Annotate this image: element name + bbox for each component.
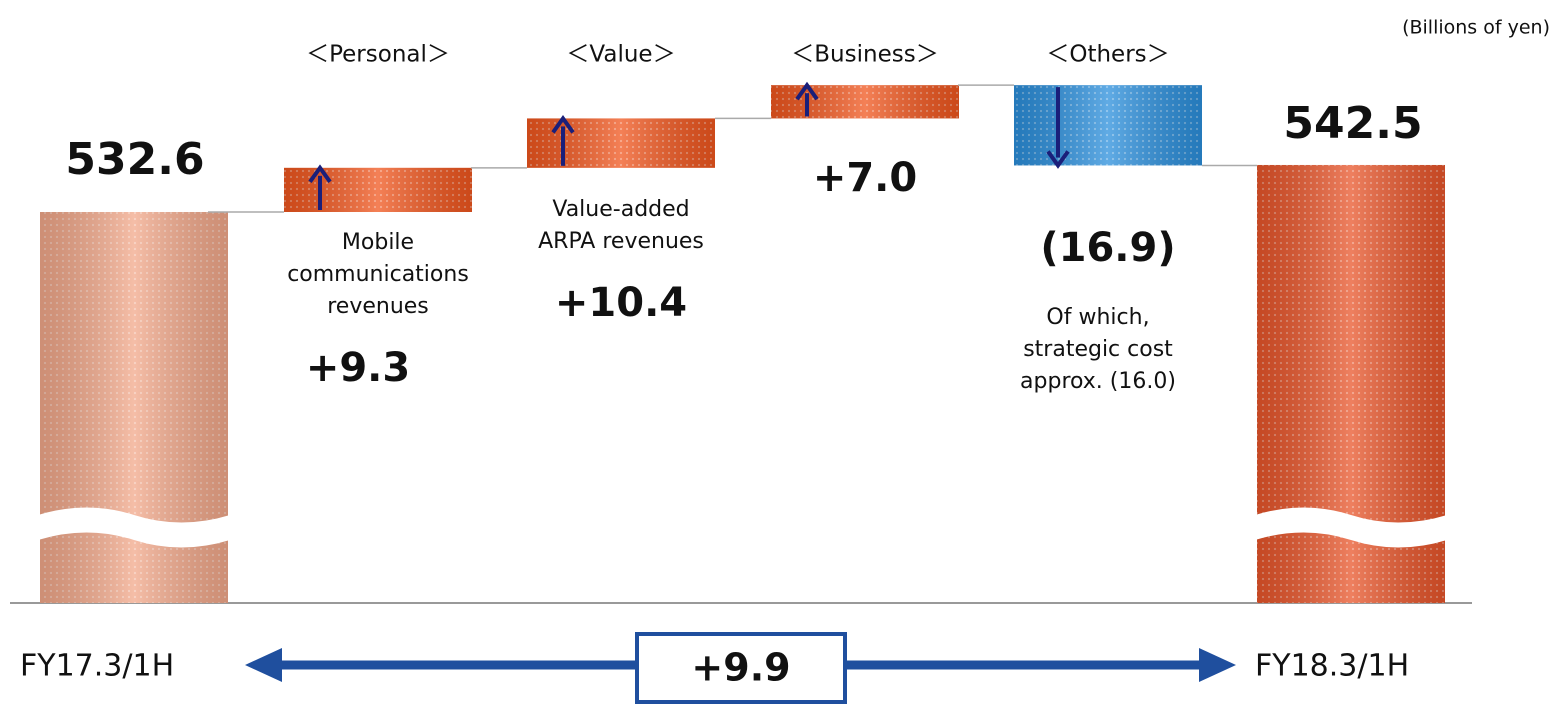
bar-shade <box>284 167 472 212</box>
description: Of which, <box>1046 305 1149 330</box>
category-label: ＜Others＞ <box>1046 42 1169 68</box>
change-arrow-head <box>1199 648 1236 682</box>
arrow-head <box>795 81 819 101</box>
axis-break <box>38 507 230 548</box>
description: approx. (16.0) <box>1020 369 1176 394</box>
arrow-head <box>551 114 575 134</box>
category-label: ＜Value＞ <box>566 42 675 68</box>
bar-shade <box>527 118 715 168</box>
value-label: +10.4 <box>555 280 687 326</box>
description: communications <box>287 262 469 287</box>
description: strategic cost <box>1023 337 1173 362</box>
value-label: +7.0 <box>813 155 917 201</box>
change-box <box>635 632 847 704</box>
bar-shade <box>1014 85 1202 166</box>
end-label: FY18.3/1H <box>1255 649 1409 684</box>
total-change: +9.9 <box>691 646 790 690</box>
description: ARPA revenues <box>538 229 704 254</box>
description: Value-added <box>552 197 689 222</box>
category-label: ＜Business＞ <box>791 42 938 68</box>
category-label: ＜Personal＞ <box>306 42 450 68</box>
arrow-head <box>1046 150 1070 169</box>
value-label: +9.3 <box>306 345 410 391</box>
value-label: (16.9) <box>1040 225 1175 271</box>
description: revenues <box>327 294 429 319</box>
bar-shade <box>771 85 959 119</box>
axis-break <box>1255 507 1447 548</box>
start-label: FY17.3/1H <box>20 649 174 684</box>
start-value: 532.6 <box>65 134 204 185</box>
end-value: 542.5 <box>1283 98 1422 149</box>
change-arrow-head <box>245 648 282 682</box>
unit-note: (Billions of yen) <box>1402 17 1550 39</box>
arrow-head <box>308 164 332 183</box>
description: Mobile <box>342 230 414 255</box>
